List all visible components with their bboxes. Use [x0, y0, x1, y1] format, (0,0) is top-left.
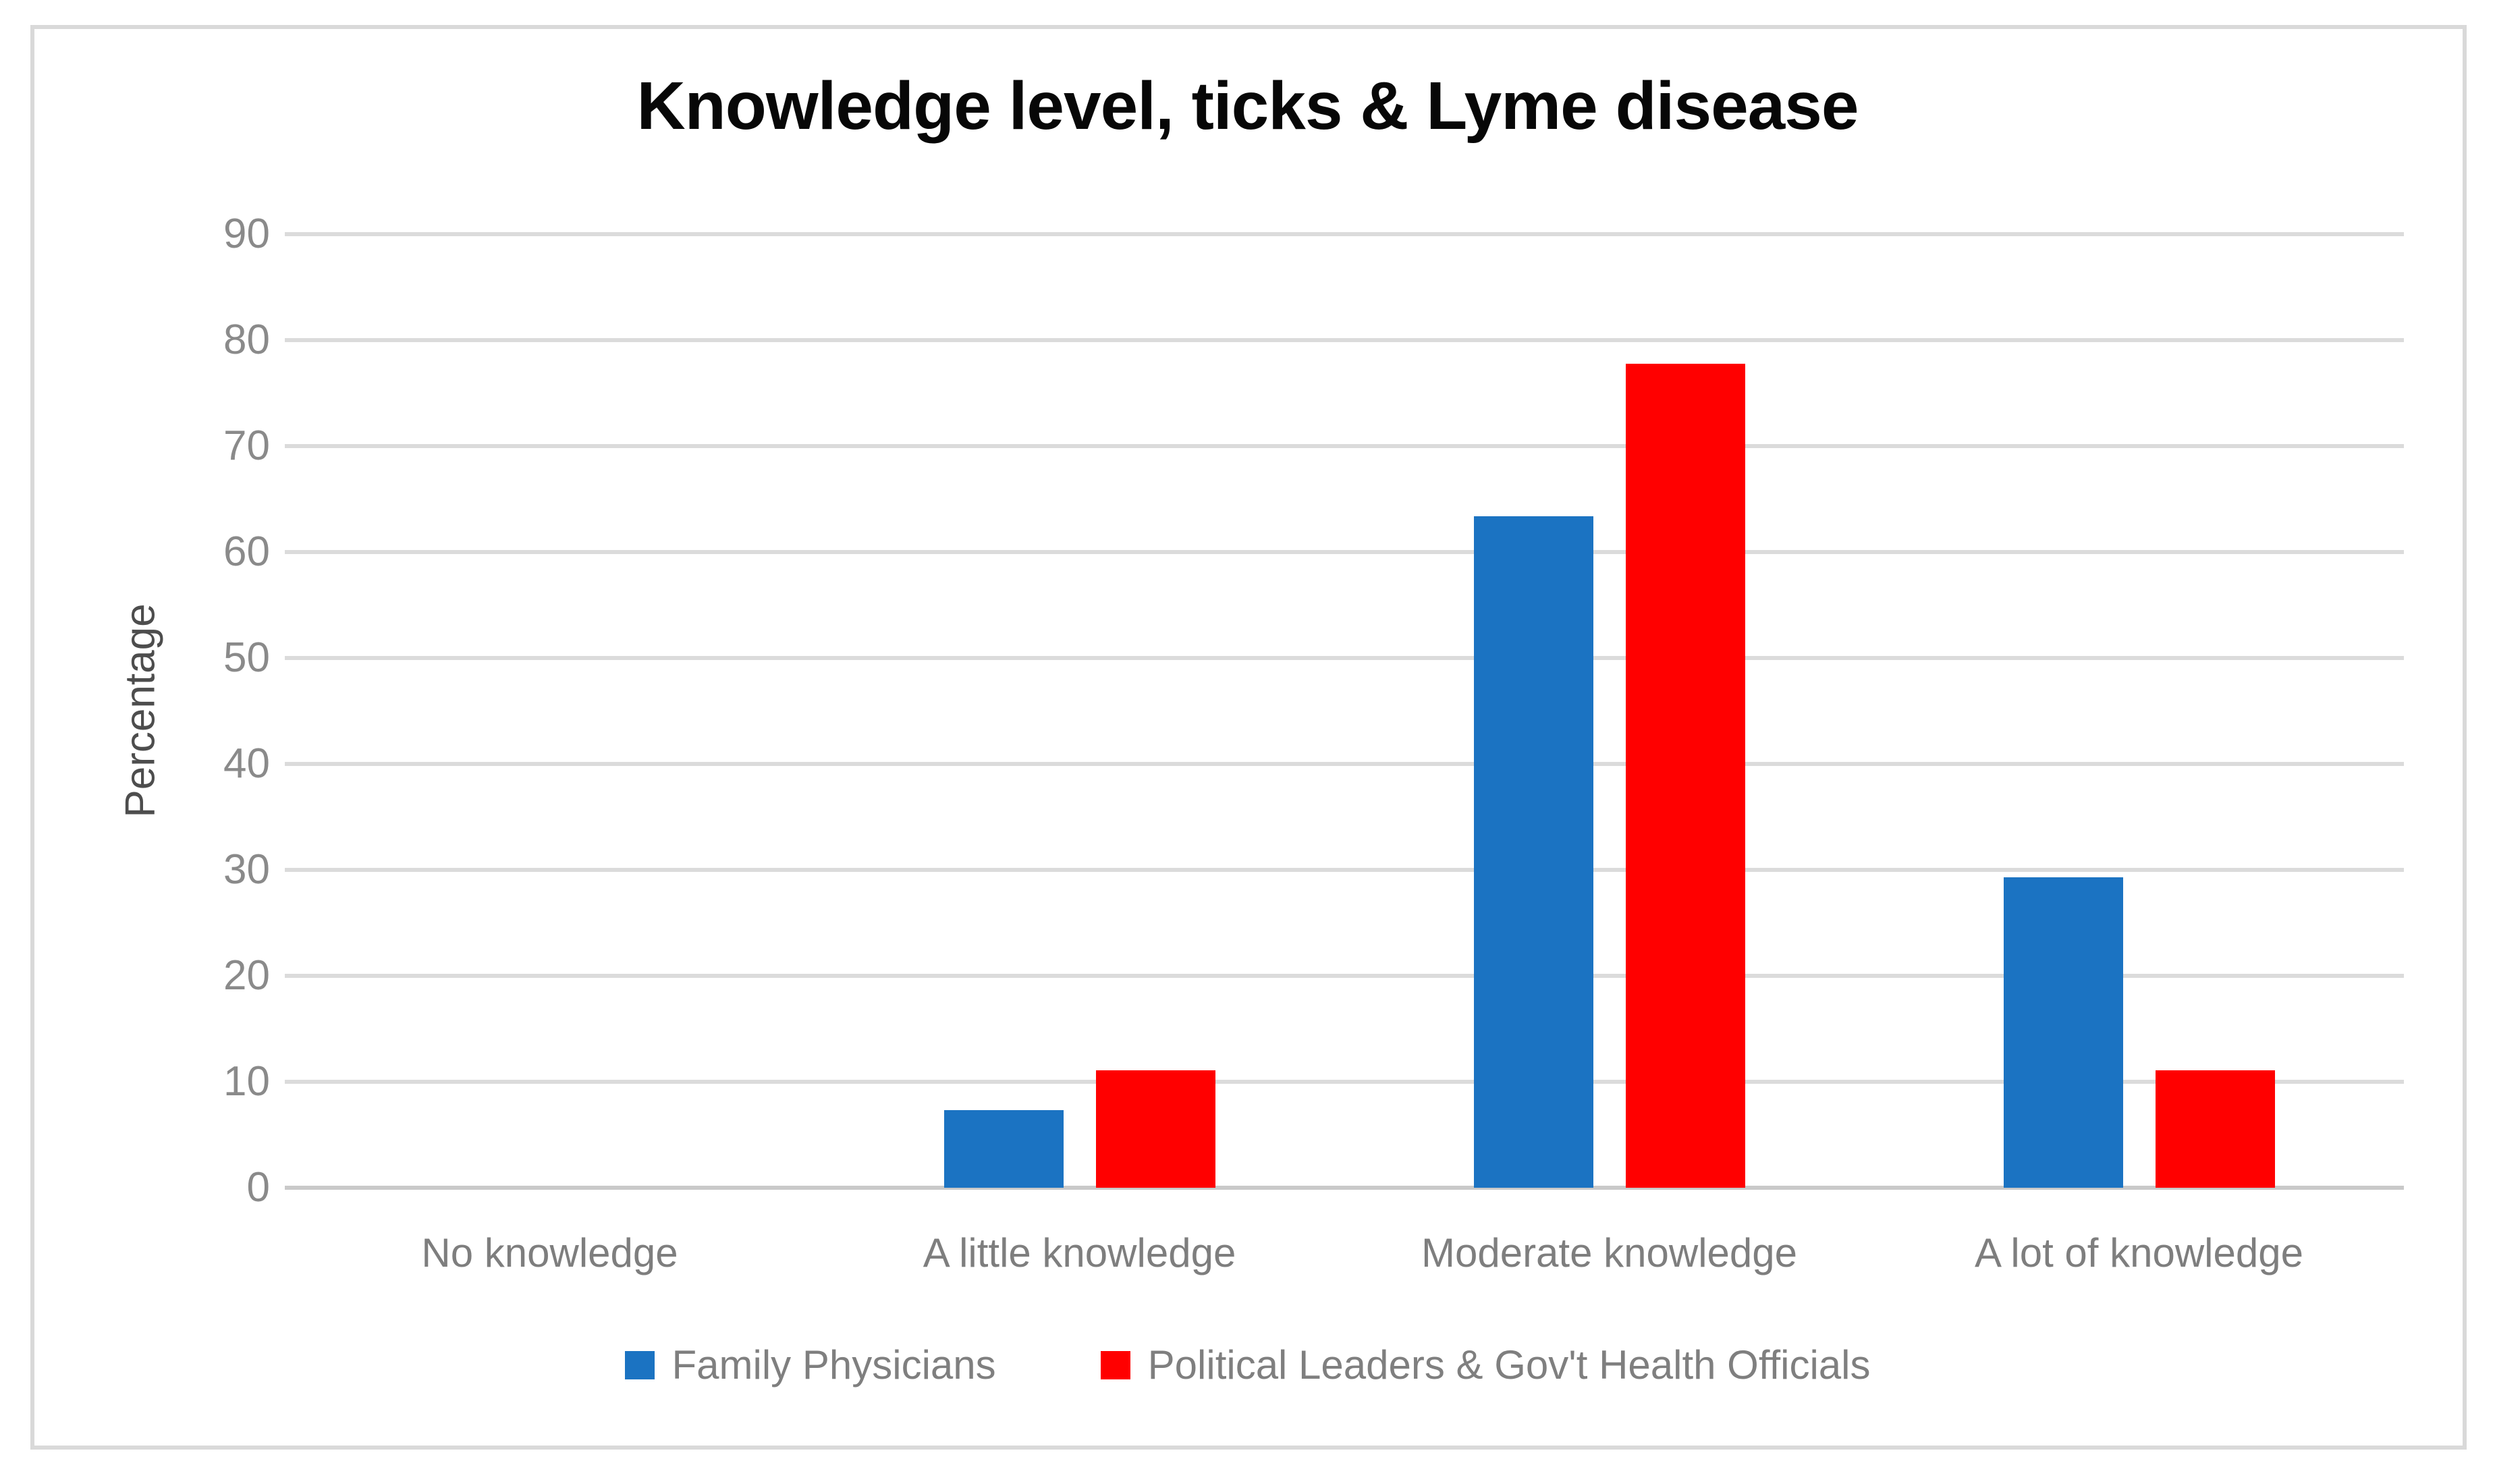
- bar-family-physicians: [943, 1110, 1064, 1188]
- legend-label: Political Leaders & Gov't Health Officia…: [1147, 1342, 1871, 1387]
- y-tick-label: 70: [223, 422, 270, 469]
- y-tick-label: 30: [223, 846, 270, 893]
- x-category-label: A little knowledge: [923, 1230, 1236, 1275]
- y-tick-label: 10: [223, 1058, 270, 1105]
- x-axis-line: [285, 1186, 2404, 1190]
- gridline: [285, 444, 2404, 448]
- legend-item: Political Leaders & Gov't Health Officia…: [1100, 1342, 1871, 1388]
- legend-swatch-icon: [1100, 1350, 1130, 1379]
- y-tick-label: 50: [223, 634, 270, 681]
- y-tick-label: 90: [223, 211, 270, 257]
- gridline: [285, 762, 2404, 766]
- gridline: [285, 338, 2404, 342]
- gridline: [285, 1080, 2404, 1084]
- gridline: [285, 868, 2404, 872]
- chart-title: Knowledge level, ticks & Lyme disease: [636, 68, 1859, 144]
- bar-family-physicians: [2003, 877, 2123, 1188]
- x-category-label: A lot of knowledge: [1974, 1230, 2303, 1275]
- bar-political-leaders-gov-t-health-officials: [1095, 1070, 1215, 1188]
- legend-label: Family Physicians: [671, 1342, 996, 1387]
- y-tick-label: 40: [223, 740, 270, 787]
- gridline: [285, 974, 2404, 978]
- y-tick-label: 60: [223, 528, 270, 575]
- bar-political-leaders-gov-t-health-officials: [2155, 1070, 2275, 1188]
- y-tick-label: 20: [223, 952, 270, 999]
- x-category-label: No knowledge: [421, 1230, 678, 1275]
- x-category-label: Moderate knowledge: [1421, 1230, 1798, 1275]
- bar-political-leaders-gov-t-health-officials: [1625, 363, 1745, 1188]
- y-tick-label: 0: [246, 1164, 270, 1211]
- y-tick-label: 80: [223, 317, 270, 363]
- legend-swatch-icon: [624, 1350, 655, 1379]
- bar-family-physicians: [1473, 516, 1593, 1188]
- legend-item: Family Physicians: [624, 1342, 996, 1388]
- gridline: [285, 550, 2404, 554]
- legend: Family Physicians Political Leaders & Gov…: [0, 1342, 2495, 1388]
- gridline: [285, 232, 2404, 236]
- gridline: [285, 656, 2404, 660]
